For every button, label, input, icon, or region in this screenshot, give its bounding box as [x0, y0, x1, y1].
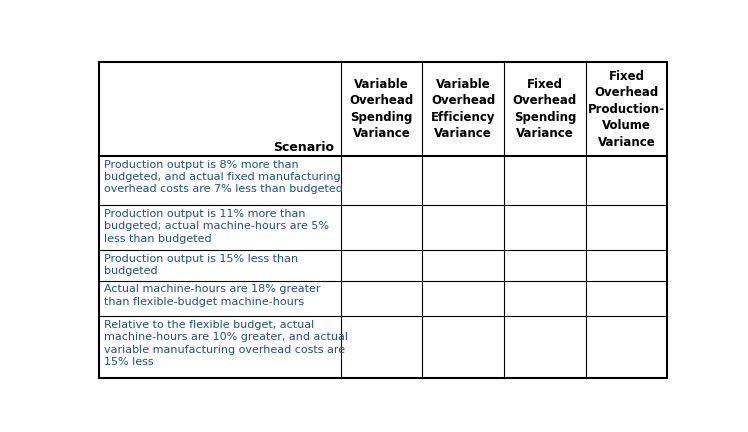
Text: Relative to the flexible budget, actual
machine-hours are 10% greater, and actua: Relative to the flexible budget, actual …: [104, 320, 348, 367]
Text: Fixed
Overhead
Spending
Variance: Fixed Overhead Spending Variance: [513, 78, 577, 140]
Text: Production output is 11% more than
budgeted; actual machine-hours are 5%
less th: Production output is 11% more than budge…: [104, 209, 329, 244]
Text: Production output is 15% less than
budgeted: Production output is 15% less than budge…: [104, 254, 298, 276]
Text: Fixed
Overhead
Production-
Volume
Variance: Fixed Overhead Production- Volume Varian…: [588, 70, 665, 149]
Text: Variable
Overhead
Efficiency
Variance: Variable Overhead Efficiency Variance: [431, 78, 495, 140]
Text: Scenario: Scenario: [273, 141, 334, 154]
Text: Actual machine-hours are 18% greater
than flexible-budget machine-hours: Actual machine-hours are 18% greater tha…: [104, 284, 320, 307]
Text: Production output is 8% more than
budgeted, and actual fixed manufacturing
overh: Production output is 8% more than budget…: [104, 160, 343, 194]
Text: Variable
Overhead
Spending
Variance: Variable Overhead Spending Variance: [349, 78, 414, 140]
